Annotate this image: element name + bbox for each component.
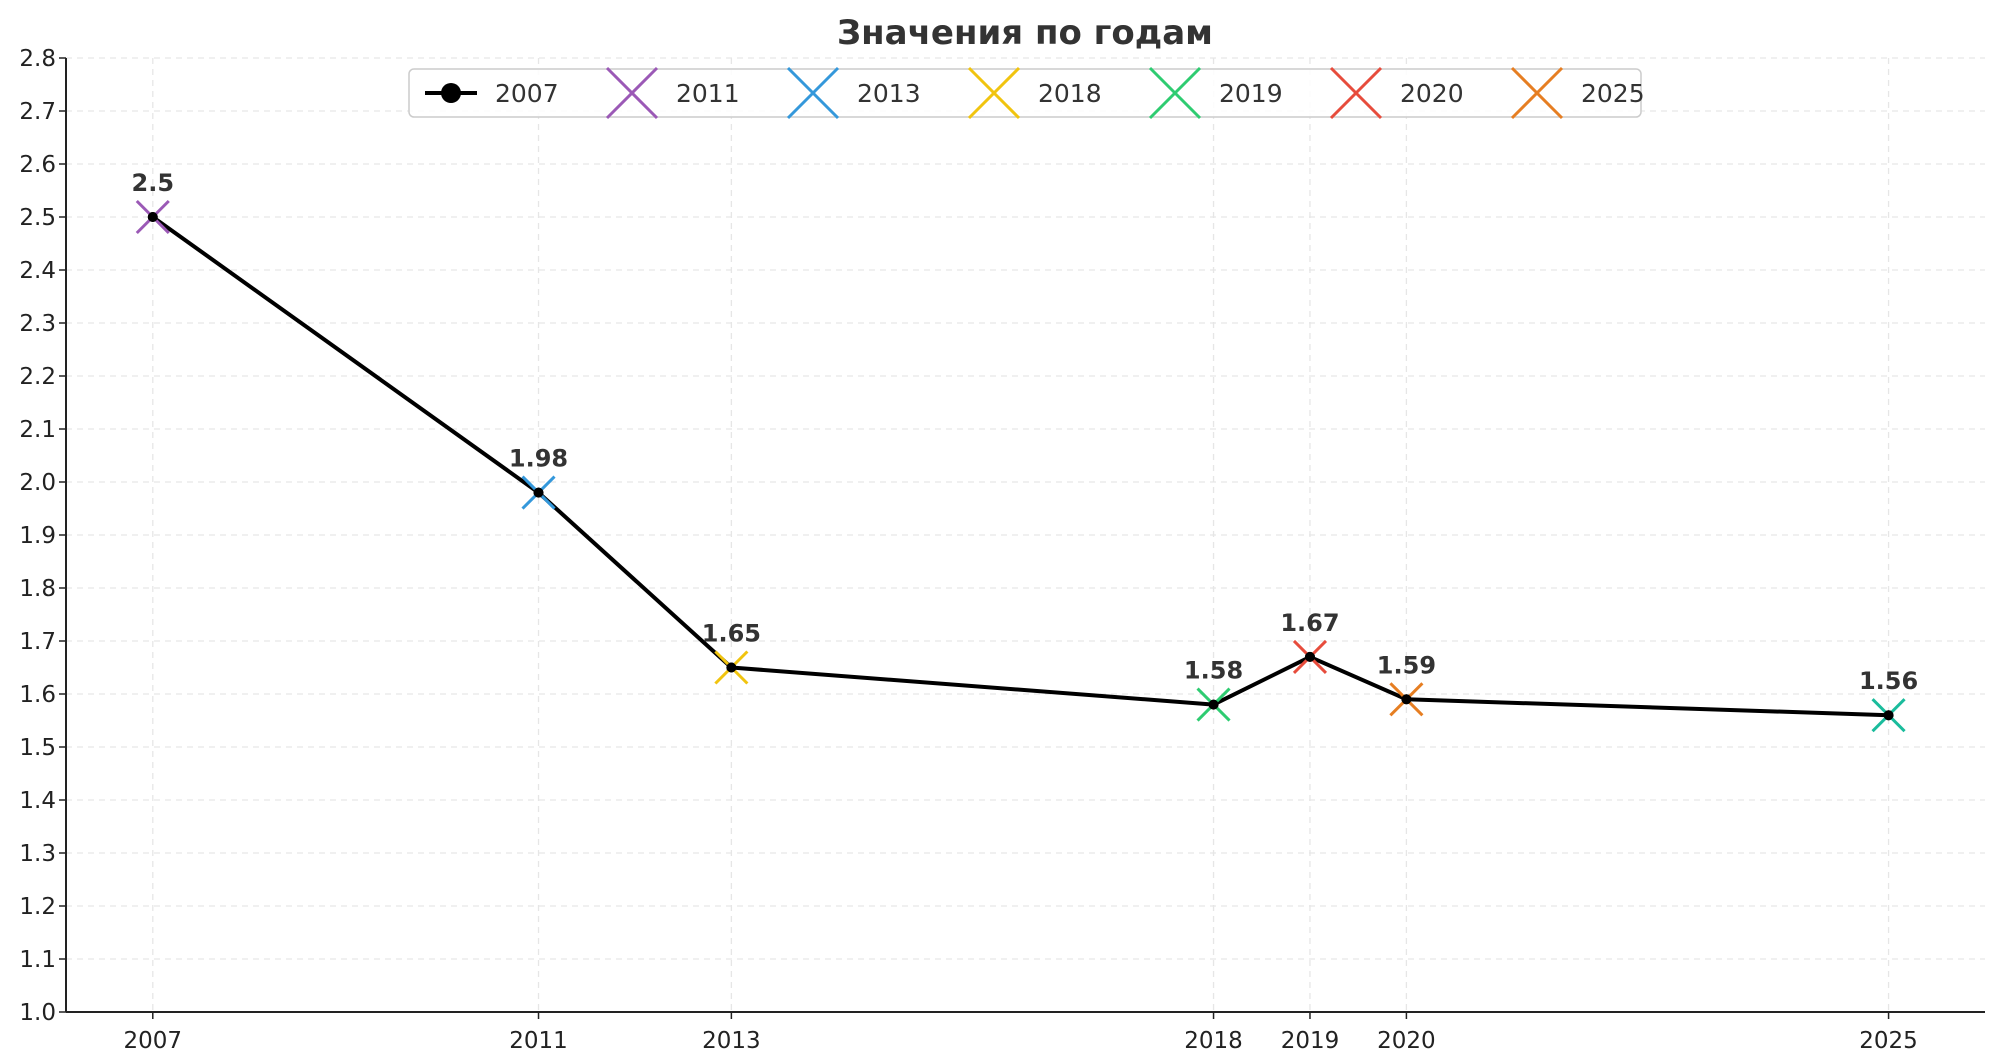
- legend-dot-swatch: [441, 83, 461, 103]
- y-tick-label: 1.6: [19, 682, 56, 708]
- y-tick-label: 2.4: [19, 258, 56, 284]
- legend-item: 2018: [967, 66, 1102, 120]
- legend-label: 2025: [1581, 79, 1645, 108]
- legend-item: 2011: [605, 66, 740, 120]
- data-label: 2.5: [132, 169, 175, 197]
- series-layer: [147, 212, 1894, 721]
- y-tick-label: 1.1: [19, 947, 56, 973]
- y-tick-label: 1.2: [19, 894, 56, 920]
- legend-item: 2025: [1510, 66, 1645, 120]
- legend-label: 2018: [1038, 79, 1102, 108]
- data-label: 1.98: [509, 445, 568, 473]
- x-marker-center: [147, 212, 158, 222]
- markers-layer: [135, 199, 1906, 733]
- y-tick-label: 2.8: [19, 46, 56, 72]
- y-tick-label: 1.4: [19, 788, 56, 814]
- x-marker-center: [1304, 651, 1315, 662]
- y-tick-label: 1.0: [19, 1000, 56, 1026]
- x-marker-center: [533, 487, 544, 498]
- legend-label: 2011: [676, 79, 740, 108]
- x-marker-center: [726, 662, 737, 673]
- legend-x-swatch: [605, 66, 659, 120]
- legend-frame: [408, 68, 1642, 118]
- y-tick-label: 2.3: [19, 311, 56, 337]
- legend: 2007 2011 2013 2018 2019 2020 2025: [408, 66, 1645, 120]
- x-tick-label: 2019: [1281, 1028, 1340, 1054]
- x-tick-label: 2018: [1184, 1028, 1243, 1054]
- y-tick-label: 2.6: [19, 152, 56, 178]
- legend-item: 2007: [425, 79, 559, 108]
- data-label: 1.65: [702, 620, 761, 648]
- x-tick-label: 2025: [1859, 1028, 1918, 1054]
- data-label: 1.59: [1377, 651, 1436, 679]
- legend-label: 2020: [1400, 79, 1464, 108]
- legend-label: 2007: [495, 79, 559, 108]
- data-label: 1.56: [1859, 667, 1918, 695]
- x-marker-center: [1883, 710, 1894, 721]
- legend-item: 2019: [1148, 66, 1283, 120]
- data-labels-layer: 2.5 1.98 1.65 1.58 1.67 1.59 1.56: [132, 169, 1919, 695]
- y-tick-label: 2.7: [19, 99, 56, 125]
- legend-item: 2013: [786, 66, 921, 120]
- data-label: 1.67: [1280, 609, 1339, 637]
- legend-x-swatch: [1329, 66, 1383, 120]
- x-tick-label: 2020: [1377, 1028, 1436, 1054]
- data-label: 1.58: [1184, 657, 1243, 685]
- y-tick-label: 1.9: [19, 523, 56, 549]
- y-tick-label: 1.3: [19, 841, 56, 867]
- legend-label: 2013: [857, 79, 921, 108]
- y-tick-label: 1.7: [19, 629, 56, 655]
- x-marker-center: [1208, 699, 1219, 710]
- chart-title: Значения по годам: [837, 13, 1213, 53]
- legend-item: 2020: [1329, 66, 1464, 120]
- ticks-layer: 1.0 1.1 1.2 1.3 1.4 1.5 1.6 1.7 1.8 1.9 2.0 2.1 2.2 2…: [19, 46, 1917, 1054]
- legend-x-swatch: [967, 66, 1021, 120]
- legend-x-swatch: [1148, 66, 1202, 120]
- legend-x-swatch: [1510, 66, 1564, 120]
- y-tick-label: 2.0: [19, 470, 56, 496]
- grid-layer: [66, 57, 1985, 1012]
- x-tick-label: 2011: [509, 1028, 568, 1054]
- legend-label: 2019: [1219, 79, 1283, 108]
- x-marker-center: [1401, 694, 1412, 705]
- legend-x-swatch: [786, 66, 840, 120]
- y-tick-label: 1.8: [19, 576, 56, 602]
- x-tick-label: 2013: [702, 1028, 761, 1054]
- y-tick-label: 2.1: [19, 417, 56, 443]
- y-tick-label: 2.5: [19, 205, 56, 231]
- y-tick-label: 2.2: [19, 364, 56, 390]
- x-tick-label: 2007: [124, 1028, 183, 1054]
- y-tick-label: 1.5: [19, 735, 56, 761]
